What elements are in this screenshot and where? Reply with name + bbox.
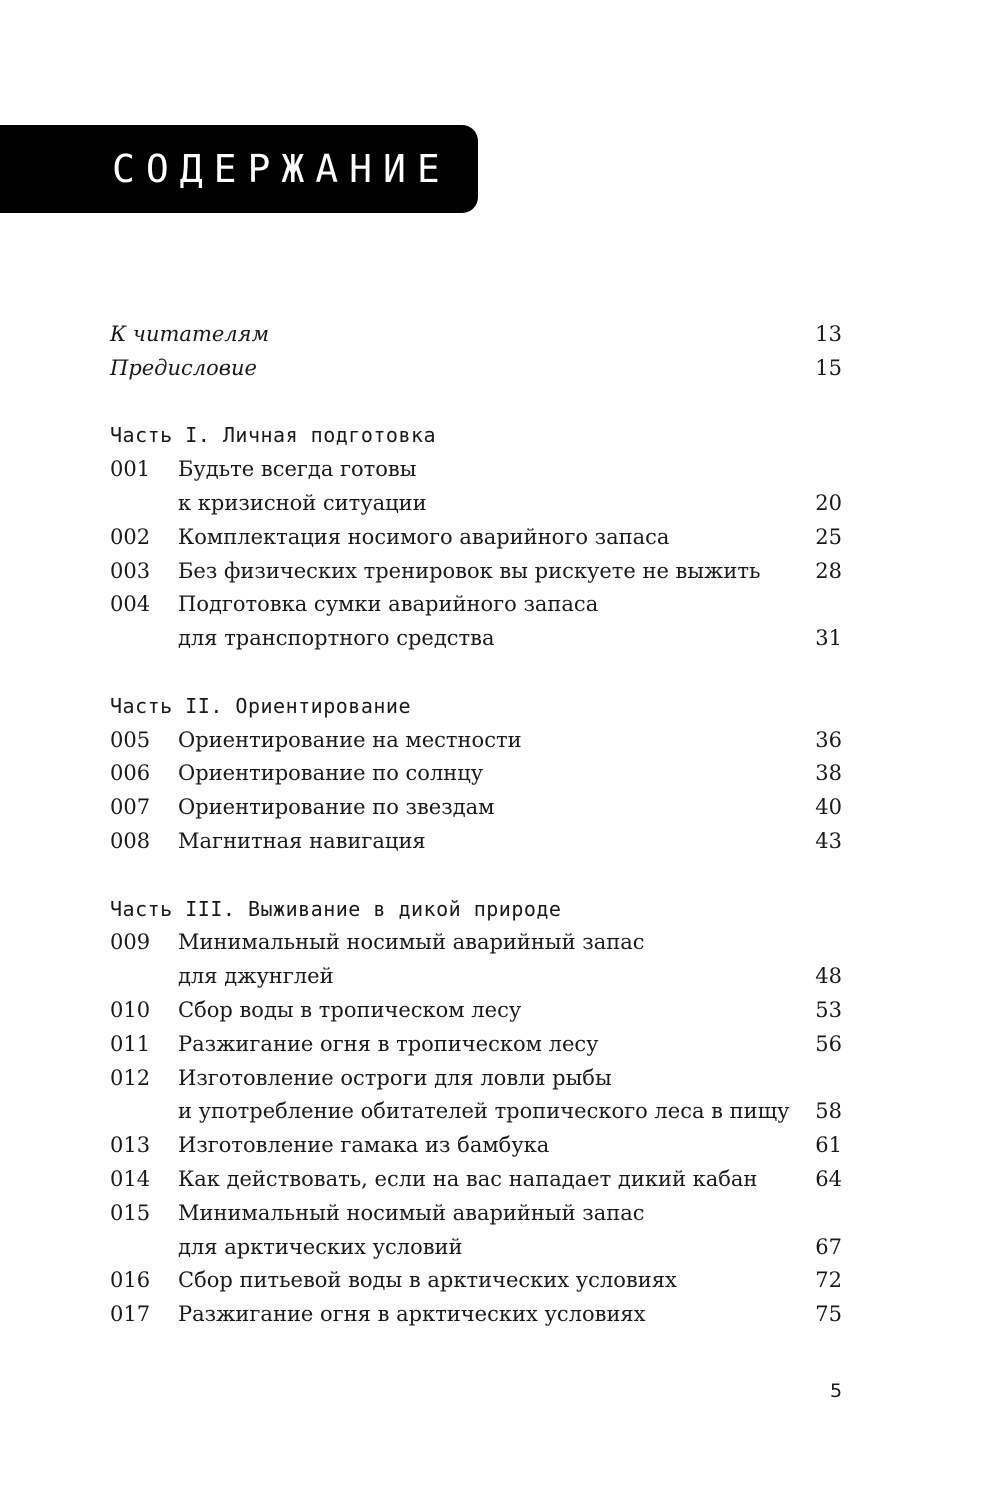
entry-number: 016 — [110, 1268, 151, 1293]
entry-page: 53 — [815, 997, 842, 1022]
entry-page: 38 — [815, 761, 842, 786]
entry-title: для арктических условий — [178, 1234, 463, 1259]
page-title: СОДЕРЖАНИЕ — [112, 147, 451, 191]
entry-title: Минимальный носимый аварийный запас — [178, 1200, 645, 1225]
part-heading: Часть I. Личная подготовка — [110, 419, 842, 453]
entry-number: 008 — [110, 828, 151, 853]
toc-entry[interactable]: 011 Разжигание огня в тропическом лесу 56 — [110, 1028, 842, 1062]
entry-title: Сбор питьевой воды в арктических условия… — [178, 1268, 677, 1293]
entry-number: 015 — [110, 1200, 151, 1225]
entry-page: 31 — [815, 626, 842, 651]
entry-title: для джунглей — [178, 964, 334, 989]
entry-number: 005 — [110, 727, 151, 752]
toc-entry[interactable]: к кризисной ситуации 20 — [110, 487, 842, 521]
entry-page: 40 — [815, 795, 842, 820]
entry-number: 003 — [110, 558, 151, 583]
entry-page: 15 — [815, 355, 842, 380]
entry-page: 64 — [815, 1166, 842, 1191]
entry-page: 48 — [815, 964, 842, 989]
entry-page: 61 — [815, 1133, 842, 1158]
toc-entry[interactable]: 017 Разжигание огня в арктических условия… — [110, 1298, 842, 1332]
entry-title: Комплектация носимого аварийного запаса — [178, 524, 670, 549]
entry-page: 67 — [815, 1234, 842, 1259]
toc-entry[interactable]: для транспортного средства 31 — [110, 622, 842, 656]
toc-entry[interactable]: для арктических условий 67 — [110, 1231, 842, 1265]
entry-page: 56 — [815, 1031, 842, 1056]
entry-number: 007 — [110, 795, 151, 820]
part-title: Часть I. Личная подготовка — [110, 423, 437, 448]
entry-title: Ориентирование по звездам — [178, 795, 495, 820]
entry-page: 28 — [815, 558, 842, 583]
entry-title: Магнитная навигация — [178, 828, 426, 853]
entry-number: 002 — [110, 524, 151, 549]
entry-title: Как действовать, если на вас нападает ди… — [178, 1166, 758, 1191]
entry-number: 017 — [110, 1302, 151, 1327]
entry-title: Без физических тренировок вы рискуете не… — [178, 558, 761, 583]
entry-title: Разжигание огня в тропическом лесу — [178, 1031, 599, 1056]
entry-title: Ориентирование на местности — [178, 727, 522, 752]
toc-entry[interactable]: 009 Минимальный носимый аварийный запас — [110, 926, 842, 960]
toc-entry[interactable]: 016 Сбор питьевой воды в арктических усло… — [110, 1264, 842, 1298]
toc-entry[interactable]: 012 Изготовление остроги для ловли рыбы — [110, 1062, 842, 1096]
table-of-contents: К читателям 13 Предисловие 15 Часть I. Лична… — [110, 318, 842, 1332]
entry-title: Подготовка сумки аварийного запаса — [178, 592, 599, 617]
part-heading: Часть II. Ориентирование — [110, 690, 842, 724]
entry-title: и употребление обитателей тропического л… — [178, 1099, 790, 1124]
toc-entry[interactable]: и употребление обитателей тропического л… — [110, 1095, 842, 1129]
entry-title: для транспортного средства — [178, 626, 495, 651]
toc-front-entry[interactable]: К читателям 13 — [110, 318, 842, 352]
entry-number: 011 — [110, 1031, 151, 1056]
toc-entry[interactable]: 005 Ориентирование на местности 36 — [110, 724, 842, 758]
entry-page: 43 — [815, 828, 842, 853]
entry-number: 012 — [110, 1065, 151, 1090]
entry-title: Будьте всегда готовы — [178, 457, 417, 482]
part-heading: Часть III. Выживание в дикой природе — [110, 893, 842, 927]
title-banner: СОДЕРЖАНИЕ — [0, 125, 478, 213]
entry-page: 36 — [815, 727, 842, 752]
entry-title: Изготовление гамака из бамбука — [178, 1133, 550, 1158]
entry-title: к кризисной ситуации — [178, 490, 427, 515]
entry-number: 014 — [110, 1166, 151, 1191]
entry-number: 006 — [110, 761, 151, 786]
spacer — [110, 656, 842, 690]
entry-number: 009 — [110, 930, 151, 955]
spacer — [110, 386, 842, 420]
entry-page: 58 — [815, 1099, 842, 1124]
toc-entry[interactable]: 007 Ориентирование по звездам 40 — [110, 791, 842, 825]
entry-title: Сбор воды в тропическом лесу — [178, 997, 522, 1022]
entry-page: 20 — [815, 490, 842, 515]
entry-title: Изготовление остроги для ловли рыбы — [178, 1065, 612, 1090]
entry-number: 001 — [110, 457, 151, 482]
toc-entry[interactable]: 001 Будьте всегда готовы — [110, 453, 842, 487]
toc-entry[interactable]: 013 Изготовление гамака из бамбука 61 — [110, 1129, 842, 1163]
entry-title: Ориентирование по солнцу — [178, 761, 484, 786]
entry-number: 013 — [110, 1133, 151, 1158]
toc-entry[interactable]: 003 Без физических тренировок вы рискуете… — [110, 555, 842, 589]
toc-entry[interactable]: для джунглей 48 — [110, 960, 842, 994]
entry-number: 010 — [110, 997, 151, 1022]
toc-entry[interactable]: 010 Сбор воды в тропическом лесу 53 — [110, 994, 842, 1028]
toc-entry[interactable]: 006 Ориентирование по солнцу 38 — [110, 757, 842, 791]
toc-entry[interactable]: 002 Комплектация носимого аварийного запа… — [110, 521, 842, 555]
entry-number: 004 — [110, 592, 151, 617]
toc-entry[interactable]: 008 Магнитная навигация 43 — [110, 825, 842, 859]
entry-page: 13 — [815, 322, 842, 346]
page-number: 5 — [830, 1380, 843, 1402]
entry-title: К читателям — [110, 322, 269, 346]
toc-entry[interactable]: 004 Подготовка сумки аварийного запаса — [110, 588, 842, 622]
toc-entry[interactable]: 015 Минимальный носимый аварийный запас — [110, 1197, 842, 1231]
entry-title: Разжигание огня в арктических условиях — [178, 1302, 646, 1327]
part-title: Часть II. Ориентирование — [110, 693, 411, 718]
entry-page: 75 — [815, 1302, 842, 1327]
toc-entry[interactable]: 014 Как действовать, если на вас нападает… — [110, 1163, 842, 1197]
entry-title: Минимальный носимый аварийный запас — [178, 930, 645, 955]
toc-front-entry[interactable]: Предисловие 15 — [110, 352, 842, 386]
part-title: Часть III. Выживание в дикой природе — [110, 896, 562, 921]
spacer — [110, 859, 842, 893]
entry-title: Предисловие — [110, 355, 257, 380]
entry-page: 72 — [815, 1268, 842, 1293]
entry-page: 25 — [815, 524, 842, 549]
